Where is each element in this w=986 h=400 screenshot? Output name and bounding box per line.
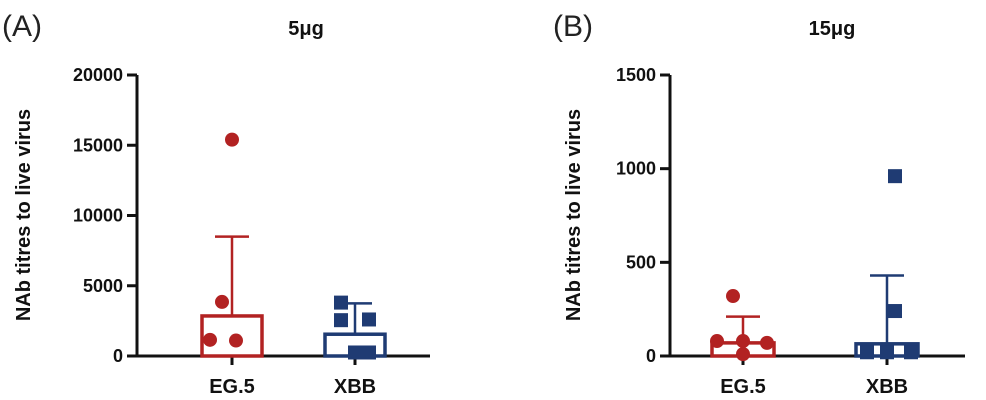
data-point: [860, 345, 874, 360]
data-point: [334, 313, 348, 328]
data-point: [362, 345, 376, 360]
panel-label: (B): [553, 10, 593, 43]
data-point: [736, 347, 750, 362]
data-point: [203, 332, 217, 347]
y-tick-label: 10000: [73, 206, 123, 226]
bar: [200, 314, 264, 358]
category-label-xbb: XBB: [866, 376, 908, 398]
y-tick-label: 1500: [616, 65, 656, 85]
y-tick-label: 15000: [73, 135, 123, 155]
y-axis-title: NAb titres to live virus: [13, 109, 35, 321]
data-point: [880, 345, 894, 360]
y-axis-title: NAb titres to live virus: [563, 109, 585, 321]
y-tick-label: 0: [646, 346, 656, 366]
data-point: [726, 289, 740, 304]
y-tick-label: 1000: [616, 159, 656, 179]
y-tick-label: 500: [626, 252, 656, 272]
y-tick-label: 5000: [83, 276, 123, 296]
data-point: [362, 312, 376, 327]
data-point: [215, 294, 229, 309]
y-tick-label: 0: [113, 346, 123, 366]
data-point: [736, 334, 750, 349]
chart-title: 15μg: [809, 18, 856, 40]
plot-area: 0 500 1000 1500: [616, 65, 965, 366]
category-label-eg5: EG.5: [720, 376, 766, 398]
y-tick-label: 20000: [73, 65, 123, 85]
data-point: [888, 169, 902, 184]
data-point: [225, 132, 239, 147]
panel-b: (B) 15μg NAb titres to live virus 0 500 10…: [553, 10, 965, 398]
data-point: [760, 335, 774, 350]
chart-title: 5μg: [288, 18, 324, 40]
category-label-xbb: XBB: [334, 376, 376, 398]
panel-a: (A) 5μg NAb titres to live virus 0 5000 10…: [2, 10, 430, 398]
plot-area: 0 5000 10000 15000 20000: [73, 65, 430, 366]
data-point: [229, 333, 243, 348]
panel-label: (A): [2, 10, 42, 43]
data-point: [334, 295, 348, 310]
data-point: [348, 345, 362, 360]
data-point: [710, 334, 724, 349]
category-label-eg5: EG.5: [209, 376, 255, 398]
data-point: [904, 345, 918, 360]
data-point: [888, 304, 902, 319]
